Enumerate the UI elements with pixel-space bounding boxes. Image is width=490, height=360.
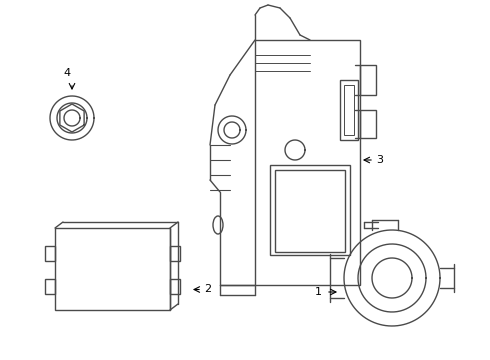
- Bar: [340, 80, 358, 140]
- Text: 3: 3: [376, 155, 383, 165]
- Text: 4: 4: [63, 68, 71, 78]
- Bar: [360, 65, 376, 95]
- Bar: [170, 279, 180, 294]
- Bar: [344, 85, 354, 135]
- Bar: [270, 165, 350, 255]
- Bar: [45, 246, 55, 261]
- Bar: [55, 228, 170, 310]
- Bar: [360, 110, 376, 138]
- Bar: [255, 40, 360, 285]
- Bar: [170, 246, 180, 261]
- Bar: [45, 279, 55, 294]
- Bar: [275, 170, 345, 252]
- Text: 2: 2: [204, 284, 211, 294]
- Text: 1: 1: [315, 287, 322, 297]
